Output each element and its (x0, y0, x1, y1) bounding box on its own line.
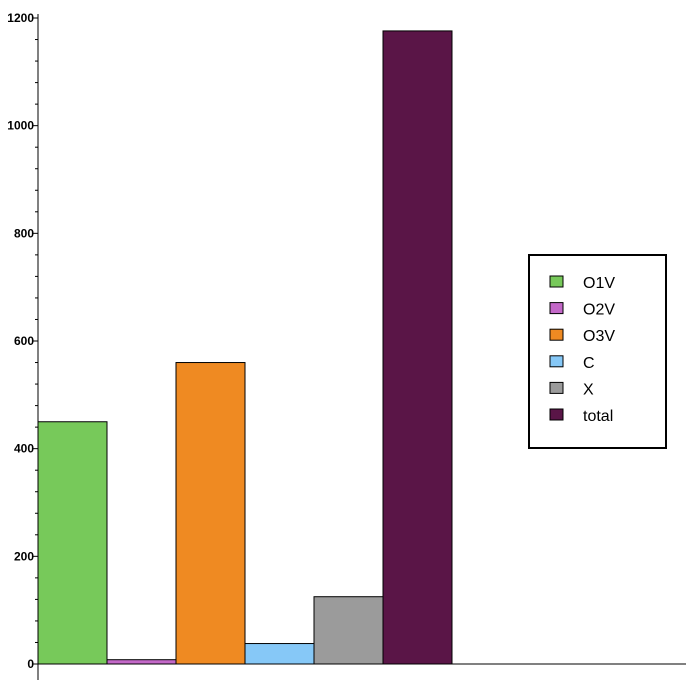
y-ticks-group: 0 200 400 600 800 1000 1200 (7, 11, 38, 671)
bar-o2v (106, 659, 177, 665)
bars-group (37, 30, 453, 665)
bar-o1v (37, 421, 108, 665)
legend-label-x: X (583, 381, 594, 398)
legend-label-total: total (583, 408, 613, 425)
legend-swatch-o1v (549, 275, 564, 288)
legend-swatch-o2v (549, 302, 564, 315)
y-tick-label: 1200 (7, 11, 34, 25)
legend-swatch-x (549, 381, 564, 394)
bar-o3v (175, 362, 246, 665)
axes-group (37, 14, 686, 680)
legend-swatch-o3v (549, 328, 564, 341)
y-tick-label: 400 (14, 442, 34, 456)
y-tick-label: 1000 (7, 119, 34, 133)
y-tick-label: 0 (27, 657, 34, 671)
legend-label-c: C (583, 355, 595, 372)
legend-label-o3v: O3V (583, 328, 615, 345)
legend-label-o1v: O1V (583, 275, 615, 292)
y-tick-label: 800 (14, 226, 34, 240)
legend-swatch-c (549, 355, 564, 368)
y-tick-label: 600 (14, 334, 34, 348)
legend-swatch-total (549, 408, 564, 421)
legend-label-o2v: O2V (583, 302, 615, 319)
bar-x (313, 596, 384, 665)
bar-c (244, 643, 315, 665)
bar-total (382, 30, 453, 665)
y-tick-label: 200 (14, 549, 34, 563)
